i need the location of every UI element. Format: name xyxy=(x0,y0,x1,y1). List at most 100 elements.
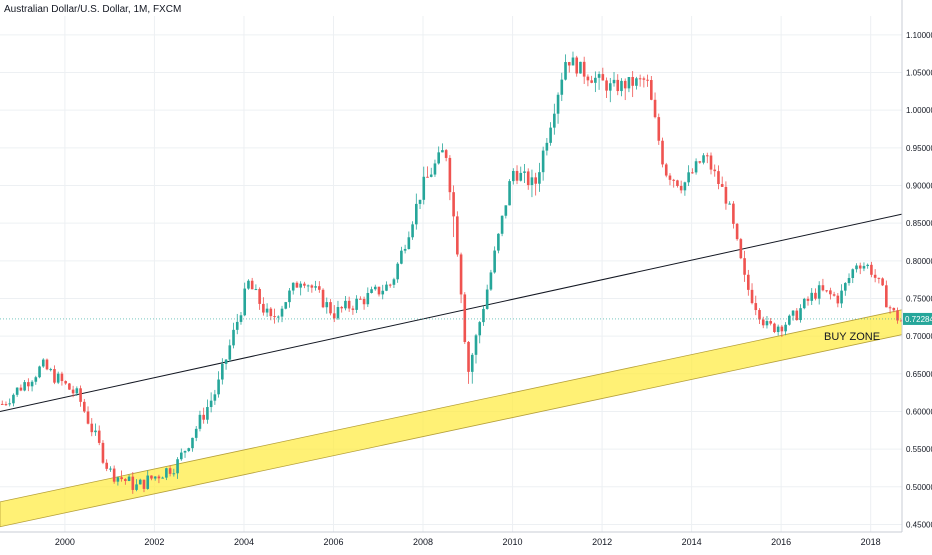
buy-zone-band xyxy=(0,309,903,528)
candle-body xyxy=(411,224,414,238)
candle-body xyxy=(381,290,385,295)
candle-body xyxy=(284,302,288,309)
candle-body xyxy=(359,298,362,300)
candle-body xyxy=(105,462,108,469)
candle-body xyxy=(448,157,452,193)
candle-body xyxy=(620,80,623,92)
trend-line xyxy=(0,213,903,412)
candle-body xyxy=(4,404,8,406)
candle-body xyxy=(217,379,220,395)
candle-body xyxy=(429,174,433,177)
candle-body xyxy=(262,303,265,313)
candle-body xyxy=(508,181,511,206)
candle-body xyxy=(187,448,191,451)
candle-body xyxy=(594,77,597,83)
candle-body xyxy=(38,366,41,378)
candle-body xyxy=(183,450,187,453)
candle-body xyxy=(608,83,612,91)
candle-body xyxy=(888,307,892,309)
candle-body xyxy=(172,473,176,475)
candle-body xyxy=(23,382,26,391)
candle-body xyxy=(538,172,541,184)
candle-body xyxy=(616,79,620,92)
candle-body xyxy=(273,316,276,318)
candle-body xyxy=(191,437,194,449)
candle-body xyxy=(661,140,664,165)
labels-layer: 0.72284 BUY ZONE xyxy=(0,312,932,343)
candle-body xyxy=(676,180,679,186)
candle-body xyxy=(530,177,534,186)
candle-body xyxy=(560,79,564,95)
candle-body xyxy=(146,475,150,489)
candle-body xyxy=(41,359,45,367)
candle-body xyxy=(545,142,549,151)
y-tick-label: 1.10000 xyxy=(906,31,932,40)
candle-body xyxy=(732,203,735,224)
x-tick-label: 2016 xyxy=(771,537,791,547)
candle-body xyxy=(567,62,571,66)
candle-body xyxy=(847,278,851,284)
candle-body xyxy=(784,324,787,332)
candle-body xyxy=(858,265,862,269)
candle-body xyxy=(642,78,646,80)
candle-body xyxy=(344,300,347,309)
candle-body xyxy=(206,407,209,420)
candle-body xyxy=(672,179,676,181)
candle-body xyxy=(590,80,593,83)
candle-body xyxy=(355,298,358,310)
candle-body xyxy=(269,308,273,317)
candle-body xyxy=(705,155,709,157)
candle-body xyxy=(597,74,601,78)
candle-body xyxy=(247,280,250,289)
candle-body xyxy=(198,414,202,429)
candle-body xyxy=(83,401,86,412)
candle-body xyxy=(870,264,873,275)
candle-body xyxy=(362,298,366,305)
candle-body xyxy=(34,377,38,382)
x-tick-label: 2002 xyxy=(144,537,164,547)
candle-body xyxy=(131,476,135,490)
candle-body xyxy=(366,292,370,305)
candle-body xyxy=(896,310,899,321)
candle-body xyxy=(30,381,34,387)
candle-body xyxy=(179,452,183,460)
candle-body xyxy=(683,182,687,191)
candle-body xyxy=(228,345,232,360)
candle-body xyxy=(79,388,82,402)
candle-body xyxy=(45,359,49,370)
candle-body xyxy=(862,266,866,269)
candle-body xyxy=(303,283,306,286)
candle-body xyxy=(631,77,634,86)
candle-body xyxy=(795,310,799,321)
candle-body xyxy=(810,292,814,301)
candle-body xyxy=(836,295,840,304)
candle-body xyxy=(68,383,71,390)
candle-body xyxy=(549,127,552,143)
candle-body xyxy=(388,284,392,286)
candle-body xyxy=(571,57,575,66)
candle-body xyxy=(321,289,325,308)
candle-body xyxy=(885,285,888,308)
candle-body xyxy=(403,248,407,251)
candle-body xyxy=(553,113,556,128)
candle-body xyxy=(112,468,116,482)
candle-body xyxy=(780,326,784,332)
candle-body xyxy=(638,78,642,80)
candle-body xyxy=(258,289,261,304)
candle-body xyxy=(829,290,832,295)
candle-body xyxy=(318,286,321,290)
candle-body xyxy=(194,428,198,438)
candle-body xyxy=(802,298,806,309)
candle-body xyxy=(605,80,608,91)
candle-body xyxy=(881,278,884,286)
candle-body xyxy=(452,192,455,217)
candle-body xyxy=(601,74,605,81)
candle-body xyxy=(765,321,769,326)
candle-body xyxy=(336,307,340,319)
